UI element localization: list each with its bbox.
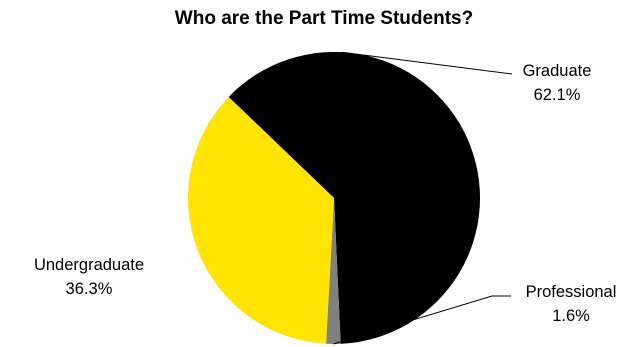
label-professional-name: Professional	[526, 283, 617, 301]
leader-lines	[333, 51, 513, 345]
slice-undergraduate	[188, 96, 334, 344]
chart-title: Who are the Part Time Students?	[175, 8, 473, 29]
slice-labels: Graduate 62.1% Professional 1.6% Undergr…	[34, 62, 616, 325]
slice-professional	[326, 198, 341, 345]
label-professional-value: 1.6%	[552, 307, 590, 325]
pie-slices	[188, 52, 480, 345]
label-undergraduate-value: 36.3%	[66, 280, 113, 298]
label-graduate-name: Graduate	[523, 62, 592, 80]
leader-line-professional	[333, 295, 511, 345]
label-undergraduate-name: Undergraduate	[34, 256, 144, 274]
slice-graduate	[228, 52, 480, 344]
leader-line-graduate	[341, 51, 513, 75]
label-graduate-value: 62.1%	[534, 86, 581, 104]
